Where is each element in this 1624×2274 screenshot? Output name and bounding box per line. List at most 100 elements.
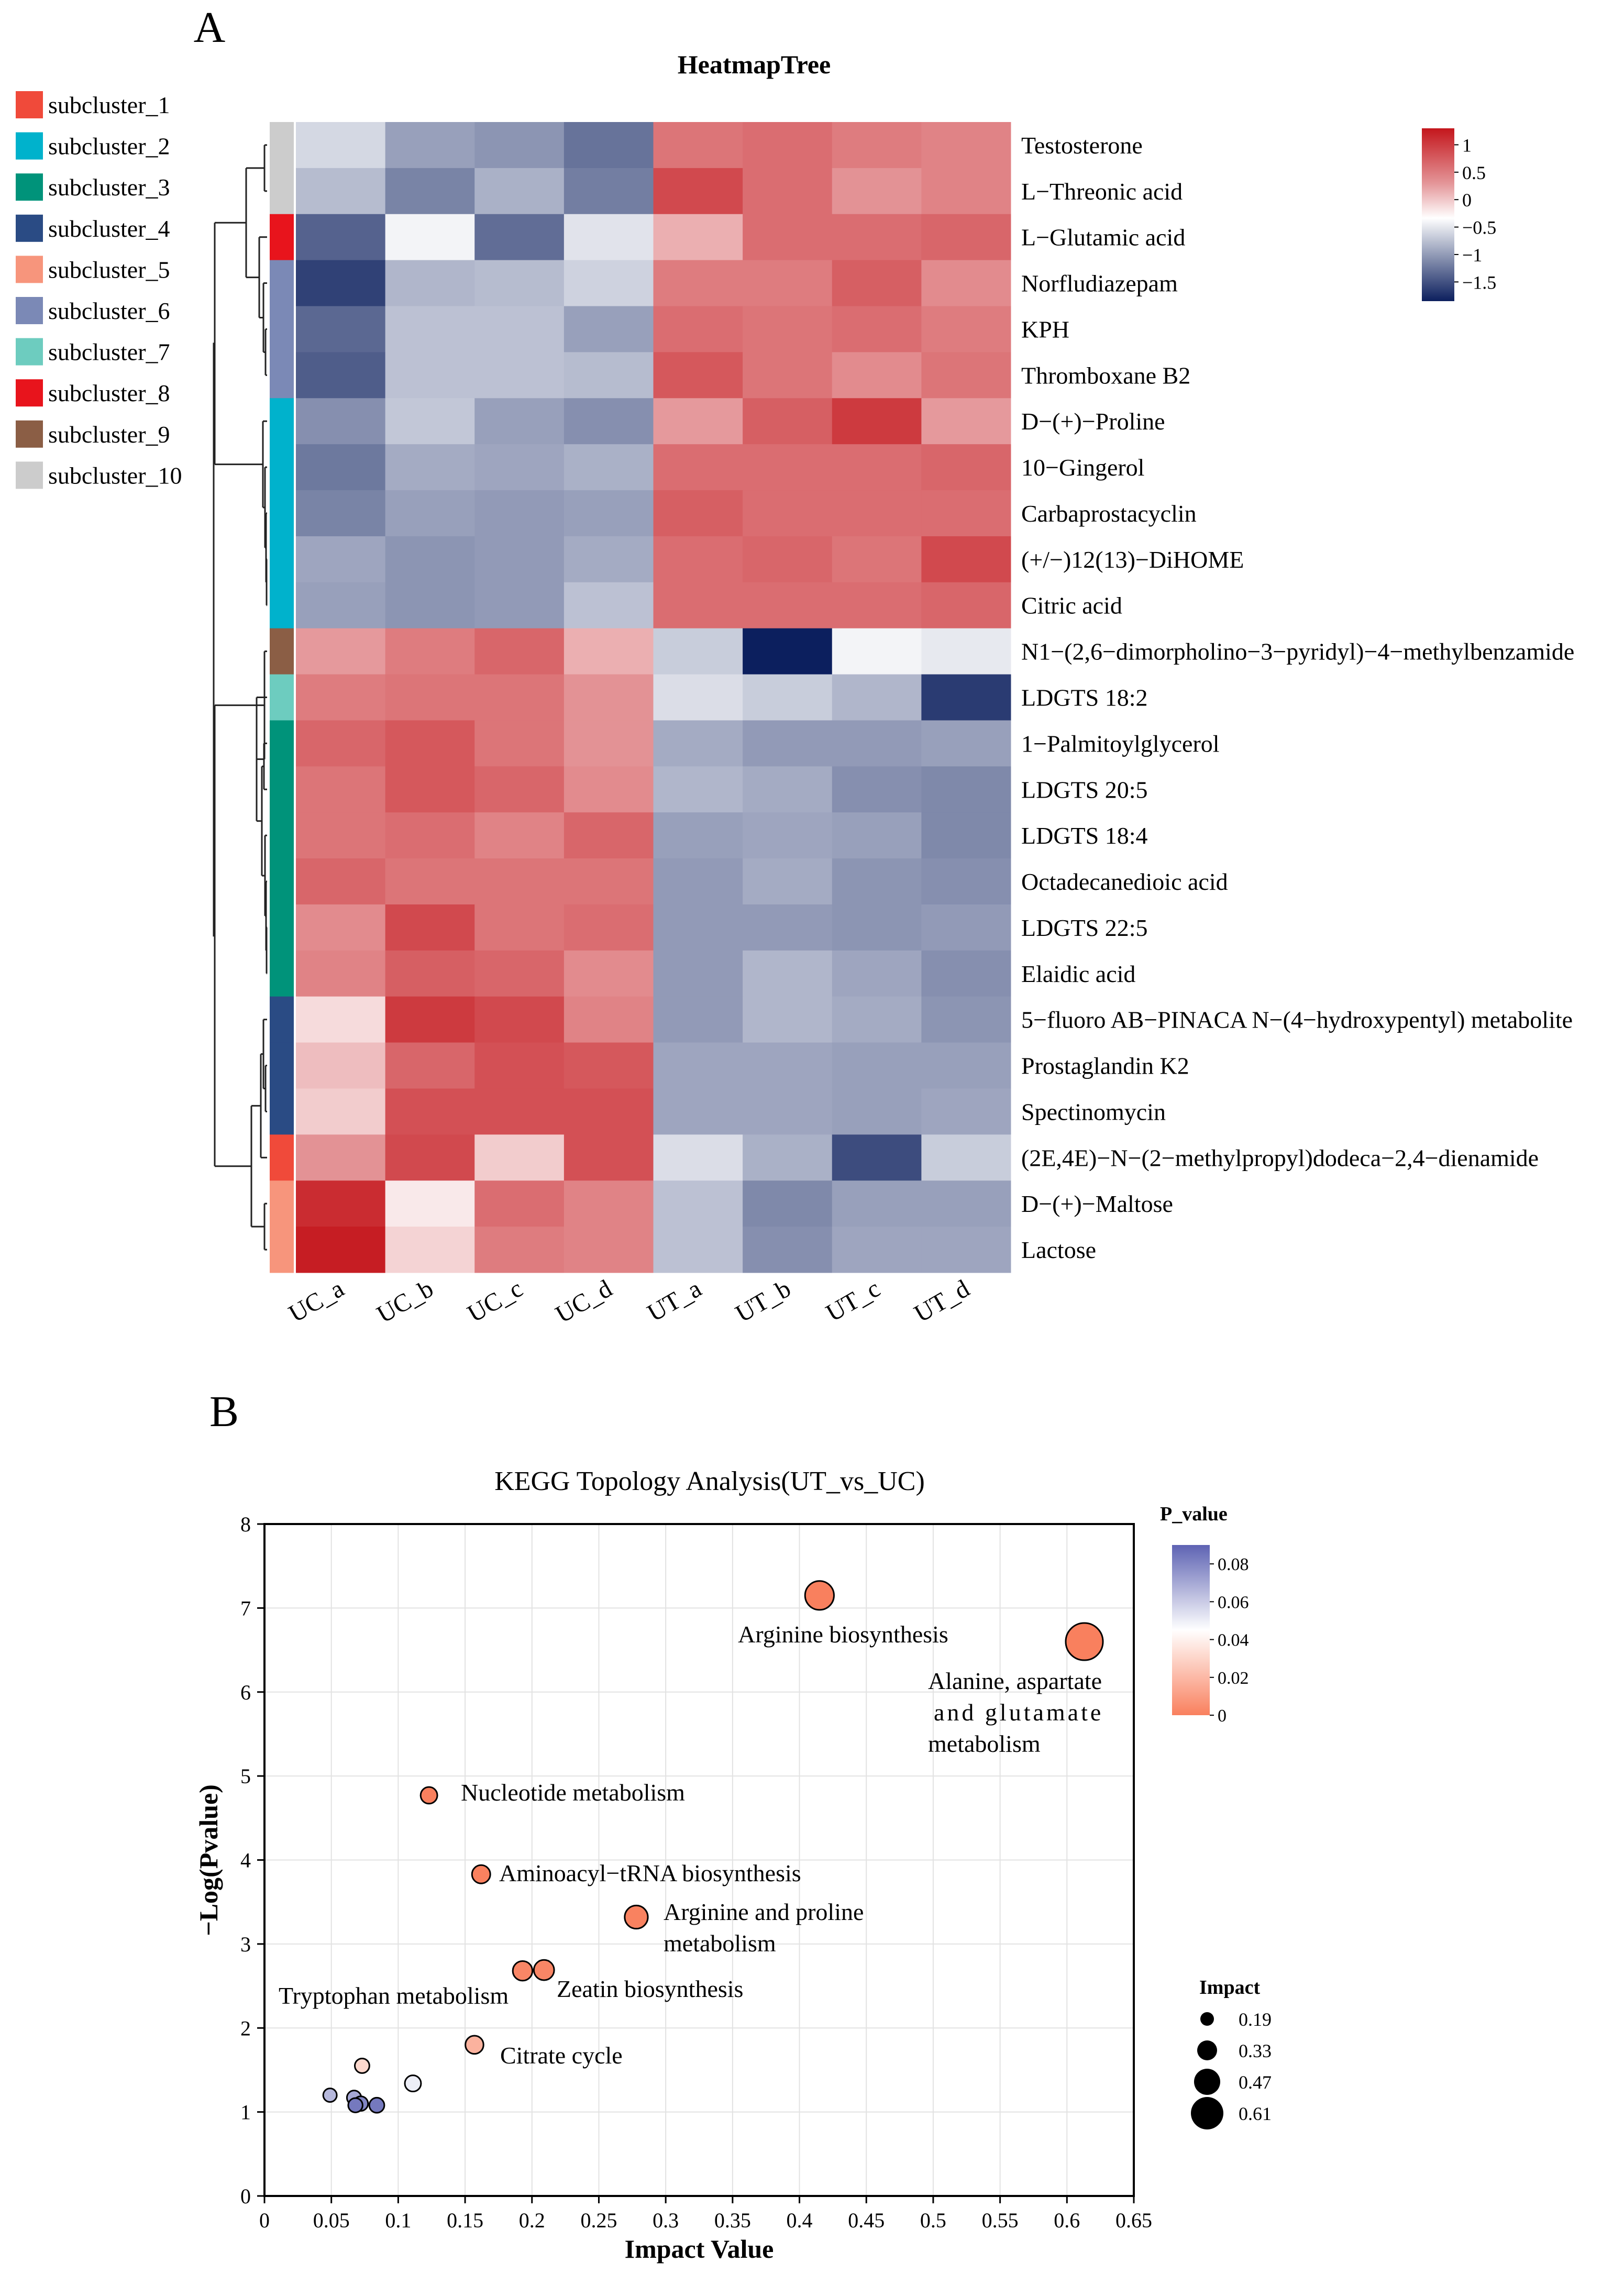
heatmap-cell	[564, 858, 654, 905]
scatter-points	[322, 1580, 1104, 2114]
heatmap-cell	[474, 122, 565, 169]
heatmap-cell	[296, 1088, 386, 1135]
heatmap-row-label: L−Threonic acid	[1021, 178, 1183, 205]
x-tick-label: 0.15	[447, 2209, 483, 2232]
heatmap-cell	[385, 858, 475, 905]
heatmap-cell	[296, 444, 386, 491]
heatmap-column-label: UT_a	[643, 1275, 706, 1328]
scatter-x-axis-title: Impact Value	[625, 2234, 774, 2264]
heatmap-cell	[832, 812, 922, 859]
heatmap-cell	[921, 996, 1011, 1043]
pvalue-color-legend: P_value 0.08 0.06 0.04 0.02 0	[1160, 1503, 1249, 1726]
y-tick-label: 3	[240, 1933, 251, 1956]
scatter-point	[419, 1786, 438, 1805]
annotation-nucleotide-metabolism: Nucleotide metabolism	[461, 1779, 685, 1806]
heatmap-cell	[743, 950, 833, 997]
subcluster-legend-label: subcluster_2	[48, 133, 170, 160]
heatmap-cells	[296, 122, 1011, 1273]
heatmap-cell	[296, 536, 386, 583]
impact-legend-label: 0.19	[1239, 2009, 1272, 2030]
heatmap-row-label: 10−Gingerol	[1021, 454, 1144, 481]
heatmap-cell	[832, 1042, 922, 1089]
heatmap-cell	[474, 950, 565, 997]
heatmap-cell	[296, 214, 386, 261]
scatter-point	[512, 1960, 534, 1982]
heatmap-cell	[385, 904, 475, 951]
heatmap-cell	[474, 812, 565, 859]
heatmap-cell	[474, 1042, 565, 1089]
color-bar-tick-label: 0	[1462, 190, 1472, 211]
subcluster-side-cell	[270, 168, 294, 215]
annotation-zeatin-biosynthesis: Zeatin biosynthesis	[557, 1975, 743, 2002]
heatmap-cell	[832, 904, 922, 951]
heatmap-row-label: 1−Palmitoylglycerol	[1021, 730, 1220, 757]
heatmap-cell	[296, 858, 386, 905]
heatmap-cell	[385, 490, 475, 537]
impact-legend-circle	[1200, 2012, 1214, 2026]
heatmap-cell	[832, 398, 922, 445]
heatmap-cell	[296, 1134, 386, 1181]
heatmap-cell	[385, 536, 475, 583]
impact-legend-circle	[1191, 2097, 1223, 2129]
subcluster-legend-label: subcluster_1	[48, 92, 170, 118]
subcluster-side-cell	[270, 766, 294, 813]
heatmap-cell	[921, 1134, 1011, 1181]
subcluster-side-cell	[270, 1088, 294, 1135]
x-tick-label: 0.55	[982, 2209, 1019, 2232]
heatmap-cell	[385, 122, 475, 169]
heatmap-cell	[296, 674, 386, 721]
heatmap-cell	[653, 122, 743, 169]
heatmap-cell	[653, 1042, 743, 1089]
heatmap-cell	[921, 122, 1011, 169]
heatmap-cell	[385, 1180, 475, 1227]
heatmap-cell	[832, 122, 922, 169]
heatmap-cell	[832, 766, 922, 813]
heatmap-column-label: UC_d	[551, 1275, 617, 1329]
heatmap-cell	[474, 444, 565, 491]
heatmap-row-label: L−Glutamic acid	[1021, 224, 1185, 251]
annotation-tryptophan-metabolism: Tryptophan metabolism	[279, 1982, 509, 2009]
heatmap-cell	[385, 260, 475, 307]
heatmap-cell	[653, 674, 743, 721]
heatmap-cell	[564, 674, 654, 721]
heatmap-cell	[921, 444, 1011, 491]
heatmap-row-label: D−(+)−Proline	[1021, 408, 1165, 435]
heatmap-cell	[921, 766, 1011, 813]
panel-a-label: A	[194, 3, 226, 52]
heatmap-row-label: Thromboxane B2	[1021, 362, 1190, 389]
heatmap-cell	[832, 858, 922, 905]
heatmap-cell	[653, 1180, 743, 1227]
heatmap-cell	[653, 1134, 743, 1181]
heatmap-cell	[921, 582, 1011, 629]
subcluster-side-cell	[270, 950, 294, 997]
heatmap-cell	[564, 1134, 654, 1181]
impact-legend-circle	[1197, 2040, 1217, 2060]
heatmap-cell	[832, 582, 922, 629]
heatmap-cell	[474, 582, 565, 629]
heatmap-cell	[385, 1134, 475, 1181]
subcluster-legend-swatch	[16, 420, 43, 448]
heatmap-column-label: UC_b	[372, 1275, 438, 1329]
heatmap-cell	[832, 950, 922, 997]
heatmap-cell	[296, 168, 386, 215]
heatmap-color-bar-gradient	[1422, 128, 1454, 301]
heatmap-cell	[743, 628, 833, 675]
heatmap-cell	[743, 444, 833, 491]
heatmap-cell	[653, 904, 743, 951]
scatter-y-axis-title: −Log(Pvalue)	[194, 1784, 223, 1936]
subcluster-legend-label: subcluster_9	[48, 421, 170, 448]
heatmap-cell	[385, 398, 475, 445]
heatmap-cell	[653, 1227, 743, 1273]
x-tick-label: 0.4	[787, 2209, 813, 2232]
heatmap-cell	[832, 168, 922, 215]
heatmap-cell	[653, 306, 743, 352]
subcluster-side-cell	[270, 1042, 294, 1089]
heatmap-cell	[385, 720, 475, 767]
heatmap-cell	[296, 122, 386, 169]
subcluster-legend-label: subcluster_3	[48, 174, 170, 201]
heatmap-cell	[921, 536, 1011, 583]
subcluster-side-cell	[270, 260, 294, 307]
heatmap-cell	[921, 1042, 1011, 1089]
heatmap-cell	[296, 490, 386, 537]
heatmap-cell	[474, 766, 565, 813]
